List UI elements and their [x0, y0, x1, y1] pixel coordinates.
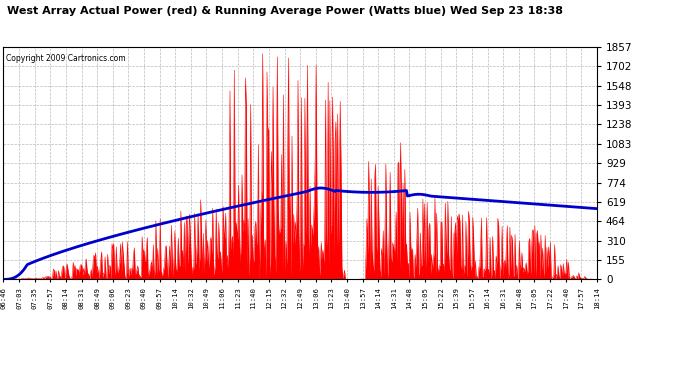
Text: Copyright 2009 Cartronics.com: Copyright 2009 Cartronics.com [6, 54, 126, 63]
Text: West Array Actual Power (red) & Running Average Power (Watts blue) Wed Sep 23 18: West Array Actual Power (red) & Running … [7, 6, 563, 16]
